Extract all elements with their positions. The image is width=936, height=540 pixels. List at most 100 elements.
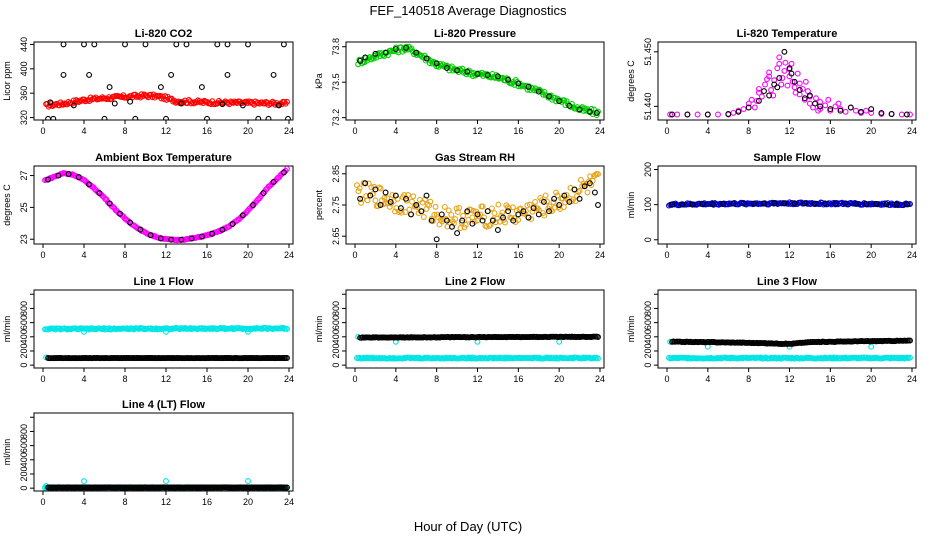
x-tick-label: 0 (352, 250, 357, 260)
series-0 (355, 43, 601, 119)
data-point (484, 208, 491, 215)
data-point (802, 78, 809, 85)
data-point (576, 195, 583, 202)
data-point (771, 200, 778, 207)
data-point (758, 93, 765, 100)
x-tick-label: 20 (243, 497, 253, 507)
data-point (842, 200, 849, 207)
data-point (245, 478, 251, 485)
y-axis-label: ml/min (2, 439, 12, 466)
data-point (801, 200, 808, 207)
data-point (491, 210, 498, 217)
data-point (367, 192, 374, 199)
data-point (541, 212, 548, 219)
data-point (255, 115, 262, 120)
data-point (404, 46, 411, 53)
data-point (81, 42, 87, 48)
y-axis-label: Licor ppm (2, 61, 12, 101)
data-point (127, 98, 134, 105)
data-point (735, 108, 742, 115)
data-point (825, 96, 832, 103)
data-point (387, 198, 394, 205)
data-point (408, 45, 415, 52)
data-point (502, 219, 508, 226)
data-point (445, 207, 452, 214)
data-point (587, 173, 594, 180)
data-point (595, 108, 601, 115)
x-tick-label: 20 (243, 126, 253, 136)
data-point (554, 192, 561, 199)
x-tick-label: 12 (784, 374, 794, 384)
data-point (556, 338, 563, 345)
x-tick-label: 0 (352, 374, 357, 384)
data-point (873, 200, 880, 207)
data-point (453, 205, 460, 212)
y-tick-label: 73.8 (331, 38, 341, 56)
x-tick-label: 4 (81, 126, 86, 136)
x-tick-label: 16 (825, 250, 835, 260)
y-tick-label: 400 (19, 452, 29, 467)
data-point (488, 205, 495, 212)
plot-frame (657, 41, 917, 121)
x-tick-label: 24 (284, 374, 294, 384)
data-point (230, 99, 237, 106)
data-point (750, 200, 757, 207)
x-tick-label: 16 (202, 126, 212, 136)
data-point (761, 88, 767, 95)
data-point (543, 198, 550, 205)
data-point (440, 216, 447, 223)
series-2 (357, 333, 601, 341)
data-point (893, 201, 900, 208)
data-point (209, 230, 216, 237)
data-point (469, 214, 476, 221)
x-tick-label: 24 (284, 497, 294, 507)
data-point (362, 54, 369, 61)
data-point (75, 174, 82, 181)
data-point (284, 355, 290, 361)
data-point (766, 92, 773, 99)
data-point (748, 96, 755, 103)
plot-frame (33, 412, 294, 492)
data-point (847, 104, 854, 111)
data-point (776, 60, 783, 67)
data-point (377, 202, 384, 208)
data-point (495, 201, 502, 208)
data-point (595, 202, 601, 208)
y-tick-label: 320 (19, 110, 29, 125)
data-point (55, 172, 62, 179)
x-tick-label: 16 (513, 250, 523, 260)
data-point (106, 200, 113, 207)
data-point (492, 219, 499, 226)
data-point (481, 214, 487, 221)
data-point (245, 42, 251, 48)
x-tick-label: 12 (472, 126, 482, 136)
data-point (679, 201, 686, 208)
y-tick-label: 0 (19, 486, 29, 491)
panel-title: Line 4 (LT) Flow (122, 399, 205, 411)
data-point (776, 54, 783, 61)
panel-line-4-lt-flow: Line 4 (LT) Flow ml/min 0 4 8 12 16 20 24 0 200400… (2, 399, 294, 507)
data-point (389, 192, 396, 198)
y-tick-label: 600 (19, 315, 29, 330)
data-point (556, 98, 563, 105)
x-tick-label: 24 (595, 126, 605, 136)
data-point (907, 111, 913, 118)
data-point (420, 214, 427, 220)
data-point (709, 200, 716, 207)
data-point (667, 111, 674, 118)
data-point (494, 73, 501, 80)
series-0 (43, 91, 290, 110)
y-tick-label: 0 (643, 363, 653, 368)
x-tick-label: 20 (243, 374, 253, 384)
data-point (224, 42, 231, 48)
data-point (188, 235, 195, 242)
data-point (790, 201, 797, 208)
data-point (168, 236, 175, 243)
data-point (423, 55, 430, 62)
series-1 (45, 169, 287, 243)
x-tick-label: 8 (434, 126, 439, 136)
series-1 (43, 478, 251, 489)
data-point (356, 185, 363, 192)
data-point (832, 200, 839, 207)
y-tick-label: 0 (331, 363, 341, 368)
